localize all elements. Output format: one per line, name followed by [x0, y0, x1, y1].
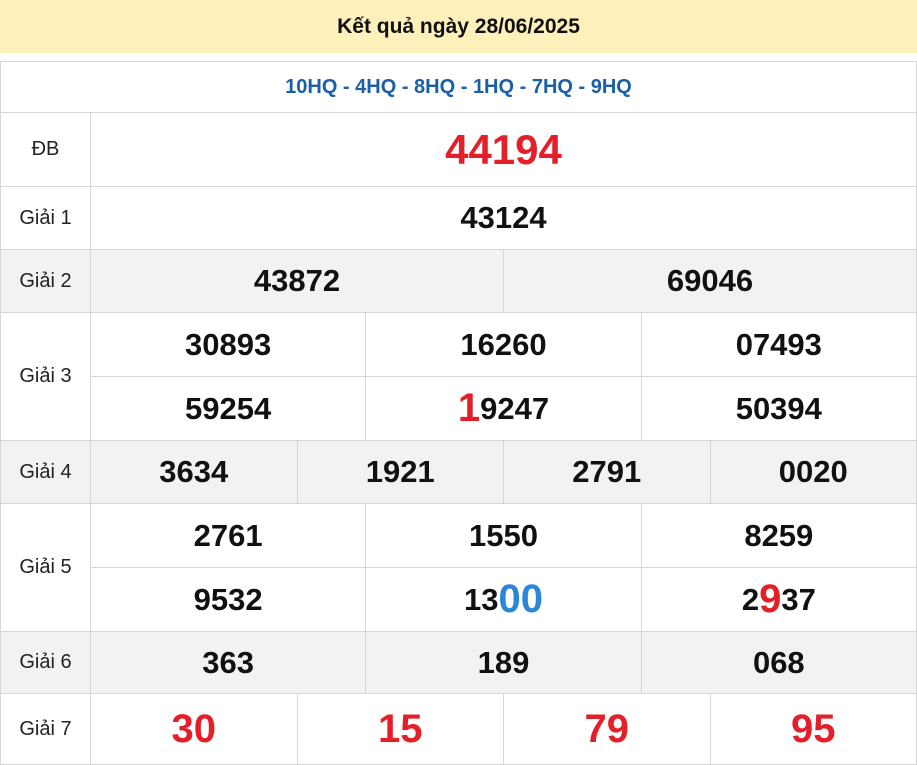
- prize-number: 2791: [504, 441, 711, 503]
- prize-number: 1921: [298, 441, 505, 503]
- number-digits: 2: [742, 582, 759, 618]
- number-digits: 8259: [744, 518, 813, 554]
- prize-row: Giải 7 30 15 79 95: [1, 694, 917, 765]
- prize-label: Giải 2: [1, 250, 91, 312]
- number-digits: 79: [585, 707, 630, 752]
- prize-row: Giải 4 3634 1921 2791 0020: [1, 441, 917, 504]
- number-digits: 0020: [779, 454, 848, 490]
- prize-number: 44194: [91, 113, 917, 186]
- prize-row: Giải 1 43124: [1, 187, 917, 250]
- prize-number: 95: [711, 694, 917, 764]
- prize-number: 0020: [711, 441, 917, 503]
- prize-label: Giải 6: [1, 632, 91, 693]
- prize-number: 189: [366, 632, 641, 693]
- prize-label: Giải 7: [1, 694, 91, 764]
- number-digits: 50394: [736, 391, 822, 427]
- number-digits: 189: [478, 645, 530, 681]
- prize-number: 2761: [91, 504, 366, 567]
- number-digits: 69046: [667, 263, 753, 299]
- number-digits: 43124: [460, 200, 546, 236]
- number-digits: 95: [791, 707, 836, 752]
- number-digits: 30: [172, 707, 217, 752]
- number-digits: 44194: [445, 126, 562, 174]
- number-digits: 1921: [366, 454, 435, 490]
- results-date-header: Kết quả ngày 28/06/2025: [0, 0, 917, 53]
- number-digits: 13: [464, 582, 498, 618]
- prize-number: 30: [91, 694, 298, 764]
- number-digits: 363: [202, 645, 254, 681]
- prize-number: 068: [642, 632, 917, 693]
- prize-number: 30893: [91, 313, 366, 376]
- prize-number: 59254: [91, 377, 366, 440]
- number-digits: 9532: [194, 582, 263, 618]
- number-digits: 16260: [460, 327, 546, 363]
- prize-number: 79: [504, 694, 711, 764]
- prize-row: ĐB 44194: [1, 113, 917, 187]
- prize-label: ĐB: [1, 113, 91, 186]
- prize-label: Giải 3: [1, 313, 91, 440]
- number-digits: 07493: [736, 327, 822, 363]
- number-digits: 59254: [185, 391, 271, 427]
- number-digits: 2791: [572, 454, 641, 490]
- number-digits: 15: [378, 707, 423, 752]
- number-digits: 2761: [194, 518, 263, 554]
- prize-number: 9532: [91, 568, 366, 631]
- prize-number: 363: [91, 632, 366, 693]
- prize-number: 16260: [366, 313, 641, 376]
- prize-number: 8259: [642, 504, 917, 567]
- prize-number: 07493: [642, 313, 917, 376]
- number-digits: 37: [781, 582, 815, 618]
- prize-number: 69046: [504, 250, 917, 312]
- number-digits: 30893: [185, 327, 271, 363]
- prize-number: 43124: [91, 187, 917, 249]
- number-digits: 9247: [480, 391, 549, 427]
- prize-row: Giải 6 363 189 068: [1, 632, 917, 694]
- station-codes: 10HQ - 4HQ - 8HQ - 1HQ - 7HQ - 9HQ: [1, 62, 917, 113]
- highlighted-digits: 9: [759, 577, 781, 622]
- header-title: Kết quả ngày 28/06/2025: [337, 15, 580, 39]
- prize-number: 50394: [642, 377, 917, 440]
- prize-label: Giải 4: [1, 441, 91, 503]
- number-digits: 43872: [254, 263, 340, 299]
- number-digits: 3634: [159, 454, 228, 490]
- results-table: 10HQ - 4HQ - 8HQ - 1HQ - 7HQ - 9HQ ĐB 441…: [0, 61, 917, 765]
- highlighted-digits: 00: [498, 577, 543, 622]
- prize-label: Giải 1: [1, 187, 91, 249]
- prize-number: 1550: [366, 504, 641, 567]
- prize-number: 15: [298, 694, 505, 764]
- prize-number: 3634: [91, 441, 298, 503]
- prize-number: 43872: [91, 250, 504, 312]
- number-digits: 068: [753, 645, 805, 681]
- prize-label: Giải 5: [1, 504, 91, 631]
- number-digits: 1550: [469, 518, 538, 554]
- highlighted-digits: 1: [458, 386, 480, 431]
- prize-row: Giải 2 43872 69046: [1, 250, 917, 313]
